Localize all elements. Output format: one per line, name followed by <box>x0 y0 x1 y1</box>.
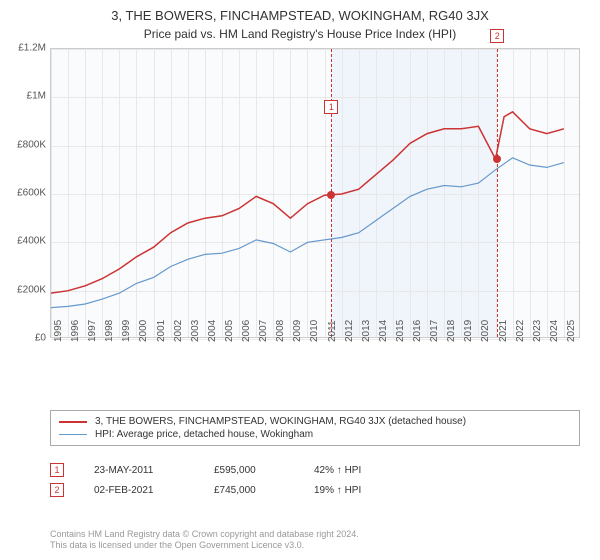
legend-label-property: 3, THE BOWERS, FINCHAMPSTEAD, WOKINGHAM,… <box>95 416 466 427</box>
x-tick-label: 1995 <box>53 320 64 342</box>
x-tick-label: 2004 <box>207 320 218 342</box>
x-tick-label: 2013 <box>361 320 372 342</box>
y-tick-label: £1.2M <box>18 43 46 54</box>
event-date: 23-MAY-2011 <box>94 465 184 476</box>
x-tick-label: 2020 <box>480 320 491 342</box>
x-tick-label: 2002 <box>173 320 184 342</box>
legend-label-hpi: HPI: Average price, detached house, Woki… <box>95 429 313 440</box>
x-tick-label: 2007 <box>258 320 269 342</box>
x-tick-label: 2019 <box>463 320 474 342</box>
chart-container: 3, THE BOWERS, FINCHAMPSTEAD, WOKINGHAM,… <box>0 0 600 560</box>
marker-label-2: 2 <box>490 29 504 43</box>
y-tick-label: £400K <box>17 236 46 247</box>
x-tick-label: 2014 <box>378 320 389 342</box>
y-tick-label: £600K <box>17 188 46 199</box>
x-tick-label: 2024 <box>549 320 560 342</box>
x-tick-label: 2025 <box>566 320 577 342</box>
y-tick-label: £1M <box>27 91 46 102</box>
legend-box: 3, THE BOWERS, FINCHAMPSTEAD, WOKINGHAM,… <box>50 410 580 446</box>
marker-dot-2 <box>493 155 501 163</box>
chart-lines <box>51 49 581 339</box>
x-tick-label: 2008 <box>275 320 286 342</box>
event-price: £745,000 <box>214 485 284 496</box>
event-delta: 42% ↑ HPI <box>314 465 404 476</box>
x-tick-label: 2017 <box>429 320 440 342</box>
x-tick-label: 2009 <box>292 320 303 342</box>
x-tick-label: 1996 <box>70 320 81 342</box>
marker-dot-1 <box>327 191 335 199</box>
series-line-hpi <box>51 158 564 308</box>
x-tick-label: 2022 <box>515 320 526 342</box>
event-date: 02-FEB-2021 <box>94 485 184 496</box>
x-tick-label: 2021 <box>498 320 509 342</box>
footer: Contains HM Land Registry data © Crown c… <box>50 529 580 552</box>
legend-swatch-hpi <box>59 434 87 436</box>
footer-line-1: Contains HM Land Registry data © Crown c… <box>50 529 580 541</box>
x-tick-label: 1998 <box>104 320 115 342</box>
x-tick-label: 2015 <box>395 320 406 342</box>
x-tick-label: 2023 <box>532 320 543 342</box>
y-tick-label: £0 <box>35 333 46 344</box>
x-tick-label: 2012 <box>344 320 355 342</box>
x-tick-label: 2005 <box>224 320 235 342</box>
x-tick-label: 2001 <box>156 320 167 342</box>
series-line-property <box>51 112 564 293</box>
event-row: 1 23-MAY-2011 £595,000 42% ↑ HPI <box>50 460 580 480</box>
events-table: 1 23-MAY-2011 £595,000 42% ↑ HPI 2 02-FE… <box>50 460 580 500</box>
legend: 3, THE BOWERS, FINCHAMPSTEAD, WOKINGHAM,… <box>50 410 580 446</box>
chart-subtitle: Price paid vs. HM Land Registry's House … <box>0 23 600 41</box>
chart-title: 3, THE BOWERS, FINCHAMPSTEAD, WOKINGHAM,… <box>0 0 600 23</box>
x-tick-label: 1999 <box>121 320 132 342</box>
x-tick-label: 2016 <box>412 320 423 342</box>
event-marker-2: 2 <box>50 483 64 497</box>
x-tick-label: 2003 <box>190 320 201 342</box>
y-tick-label: £800K <box>17 139 46 150</box>
x-tick-label: 2011 <box>327 320 338 342</box>
marker-label-1: 1 <box>324 100 338 114</box>
event-row: 2 02-FEB-2021 £745,000 19% ↑ HPI <box>50 480 580 500</box>
footer-line-2: This data is licensed under the Open Gov… <box>50 540 580 552</box>
x-tick-label: 1997 <box>87 320 98 342</box>
legend-row-property: 3, THE BOWERS, FINCHAMPSTEAD, WOKINGHAM,… <box>59 415 571 428</box>
event-price: £595,000 <box>214 465 284 476</box>
chart-area: 12 £0£200K£400K£600K£800K£1M£1.2M 199519… <box>50 48 580 368</box>
legend-swatch-property <box>59 421 87 423</box>
y-tick-label: £200K <box>17 284 46 295</box>
event-delta: 19% ↑ HPI <box>314 485 404 496</box>
x-tick-label: 2010 <box>309 320 320 342</box>
event-marker-1: 1 <box>50 463 64 477</box>
legend-row-hpi: HPI: Average price, detached house, Woki… <box>59 428 571 441</box>
plot-region: 12 <box>50 48 580 338</box>
x-tick-label: 2018 <box>446 320 457 342</box>
x-tick-label: 2006 <box>241 320 252 342</box>
x-tick-label: 2000 <box>138 320 149 342</box>
marker-line-2 <box>497 49 498 337</box>
